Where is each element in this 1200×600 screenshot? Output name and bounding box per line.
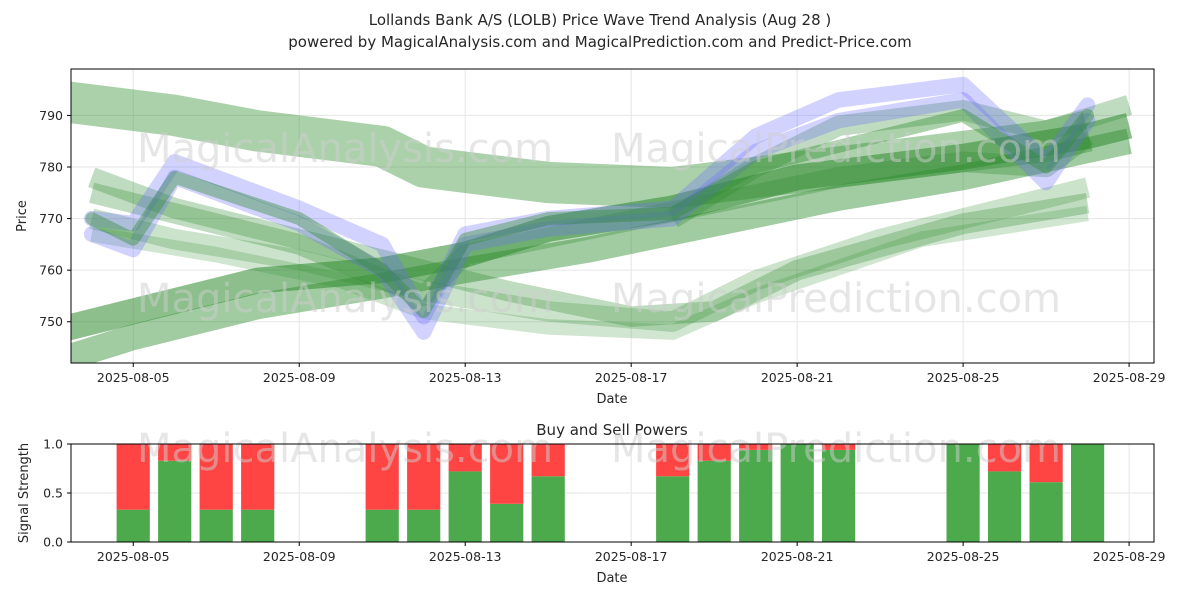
buy-bar-8 bbox=[531, 476, 565, 542]
wave-band-7 bbox=[667, 95, 1133, 228]
chart-title: Lollands Bank A/S (LOLB) Price Wave Tren… bbox=[369, 11, 832, 29]
buy-bar-2 bbox=[199, 509, 233, 542]
buy-bar-6 bbox=[448, 471, 482, 542]
wave-line-1 bbox=[83, 92, 1096, 340]
powers-xtick-label-2: 2025-08-13 bbox=[429, 549, 502, 564]
buy-bar-9 bbox=[656, 476, 690, 542]
sell-bar-6 bbox=[448, 444, 482, 472]
buy-bar-10 bbox=[697, 460, 731, 542]
powers-xtick-label-1: 2025-08-09 bbox=[263, 549, 336, 564]
price-waves bbox=[71, 76, 1133, 363]
price-ytick-label-4: 790 bbox=[39, 108, 63, 123]
price-grid bbox=[71, 69, 1154, 363]
sell-bar-4 bbox=[365, 444, 399, 510]
watermark-analysis-mid: MagicalAnalysis.com bbox=[137, 276, 553, 322]
price-axes-frame bbox=[70, 68, 1155, 364]
buy-bar-13 bbox=[822, 449, 856, 542]
buy-bar-15 bbox=[988, 471, 1022, 542]
sell-bar-0 bbox=[116, 444, 150, 510]
buy-bar-4 bbox=[365, 509, 399, 542]
wave-line-0 bbox=[83, 76, 1096, 325]
price-xtick-label-3: 2025-08-17 bbox=[595, 370, 668, 385]
buy-bar-5 bbox=[407, 509, 441, 542]
powers-xtick-label-4: 2025-08-21 bbox=[761, 549, 834, 564]
buy-bar-7 bbox=[490, 503, 524, 542]
price-x-label: Date bbox=[596, 392, 627, 407]
price-ytick-label-2: 770 bbox=[39, 211, 63, 226]
wave-line-2 bbox=[85, 108, 1095, 318]
powers-xtick-label-3: 2025-08-17 bbox=[595, 549, 668, 564]
powers-ytick-label-0: 0.0 bbox=[43, 535, 63, 550]
powers-xtick-label-6: 2025-08-29 bbox=[1093, 549, 1166, 564]
buy-bar-3 bbox=[241, 509, 275, 542]
sell-bar-13 bbox=[822, 444, 856, 450]
sell-bar-5 bbox=[407, 444, 441, 510]
powers-y-label: Signal Strength bbox=[17, 443, 32, 543]
powers-bars bbox=[116, 444, 1105, 542]
wave-band-1 bbox=[71, 128, 1132, 363]
buy-bar-1 bbox=[158, 460, 192, 542]
sell-bar-1 bbox=[158, 444, 192, 461]
price-xtick-label-5: 2025-08-25 bbox=[927, 370, 1000, 385]
price-xtick-label-4: 2025-08-21 bbox=[761, 370, 834, 385]
price-ytick-label-1: 760 bbox=[39, 263, 63, 278]
wave-band-4 bbox=[89, 177, 1091, 332]
buy-bar-11 bbox=[739, 449, 773, 542]
price-ytick-label-0: 750 bbox=[39, 314, 63, 329]
powers-ytick-label-2: 1.0 bbox=[43, 437, 63, 452]
powers-ytick-label-1: 0.5 bbox=[43, 486, 63, 501]
powers-x-label: Date bbox=[596, 571, 627, 586]
sell-bar-10 bbox=[697, 444, 731, 461]
price-xtick-label-0: 2025-08-05 bbox=[97, 370, 170, 385]
wave-band-2 bbox=[71, 81, 1093, 209]
price-xtick-label-6: 2025-08-29 bbox=[1093, 370, 1166, 385]
buy-bar-16 bbox=[1029, 482, 1063, 542]
price-xtick-label-2: 2025-08-13 bbox=[429, 370, 502, 385]
sell-bar-2 bbox=[199, 444, 233, 510]
chart-subtitle: powered by MagicalAnalysis.com and Magic… bbox=[288, 33, 912, 51]
powers-xtick-label-5: 2025-08-25 bbox=[927, 549, 1000, 564]
sell-bar-16 bbox=[1029, 444, 1063, 483]
sell-bar-11 bbox=[739, 444, 773, 450]
price-y-label: Price bbox=[15, 200, 30, 232]
powers-title: Buy and Sell Powers bbox=[536, 421, 688, 439]
powers-x-axis: 2025-08-05 2025-08-09 2025-08-13 2025-08-17… bbox=[97, 542, 1166, 564]
wave-band-6 bbox=[89, 127, 1094, 307]
watermark-prediction-top: MagicalPrediction.com bbox=[611, 126, 1061, 172]
wave-band-0 bbox=[71, 113, 1133, 341]
wave-band-5 bbox=[90, 205, 1089, 340]
sell-bar-8 bbox=[531, 444, 565, 477]
sell-bar-15 bbox=[988, 444, 1022, 472]
buy-bar-12 bbox=[780, 444, 814, 542]
watermark-analysis-top: MagicalAnalysis.com bbox=[137, 126, 553, 172]
buy-bar-0 bbox=[116, 509, 150, 542]
buy-bar-17 bbox=[1071, 444, 1105, 542]
sell-bar-9 bbox=[656, 444, 690, 477]
buy-bar-14 bbox=[946, 444, 980, 542]
powers-xtick-label-0: 2025-08-05 bbox=[97, 549, 170, 564]
sell-bar-3 bbox=[241, 444, 275, 510]
price-x-axis: 2025-08-05 2025-08-09 2025-08-13 2025-08-17… bbox=[97, 363, 1166, 385]
watermark-prediction-mid: MagicalPrediction.com bbox=[611, 276, 1061, 322]
watermark-prediction-bottom: MagicalPrediction.com bbox=[611, 426, 1061, 472]
sell-bar-7 bbox=[490, 444, 524, 504]
wave-band-3 bbox=[88, 167, 1090, 327]
price-y-axis: 750 760 770 780 790 bbox=[39, 108, 71, 329]
price-ytick-label-3: 780 bbox=[39, 160, 63, 175]
powers-y-axis: 0.0 0.5 1.0 bbox=[43, 437, 71, 550]
watermark-analysis-bottom: MagicalAnalysis.com bbox=[137, 426, 553, 472]
price-xtick-label-1: 2025-08-09 bbox=[263, 370, 336, 385]
